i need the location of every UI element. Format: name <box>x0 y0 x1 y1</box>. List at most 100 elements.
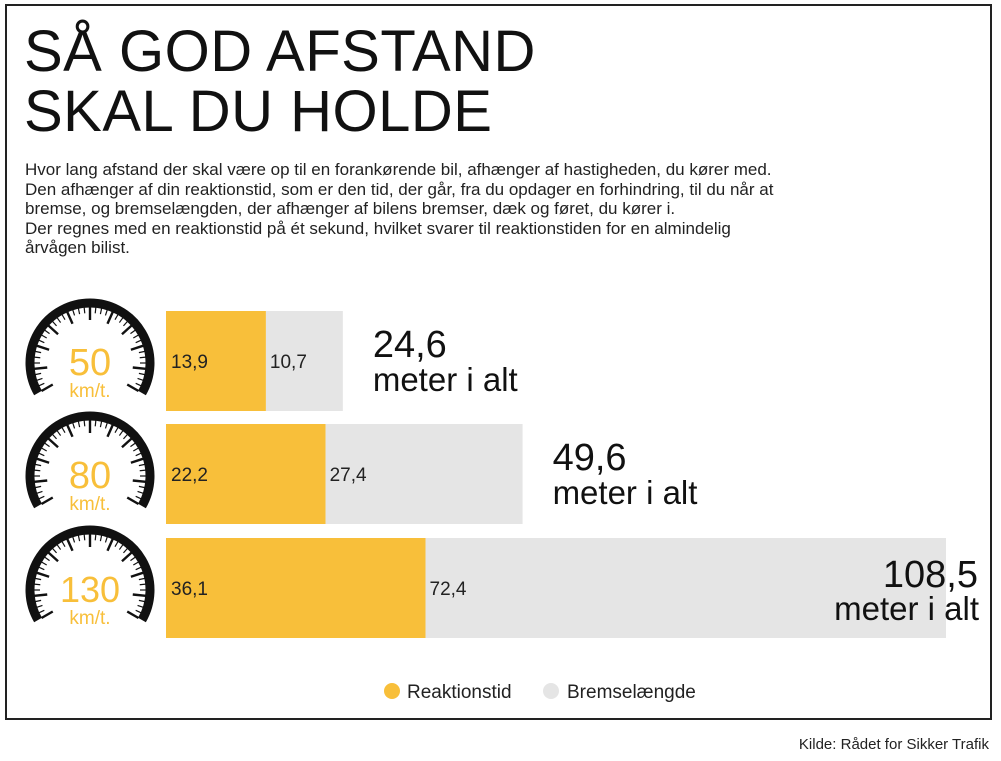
gauge-tick <box>36 571 50 578</box>
gauge-tick <box>40 496 54 506</box>
gauge-tick <box>40 383 54 393</box>
gauge-tick <box>132 479 146 484</box>
value-label-bremselaengde: 72,4 <box>430 579 467 600</box>
total-suffix: meter i alt <box>834 590 979 627</box>
gauge-tick <box>104 536 108 543</box>
gauge-tick <box>135 452 142 457</box>
bar-reaktionstid <box>166 424 326 524</box>
gauge-tick <box>72 309 76 316</box>
title-line-1: SÅ GOD AFSTAND <box>24 19 536 84</box>
gauge-tick <box>41 334 47 339</box>
value-label-bremselaengde: 27,4 <box>330 465 367 486</box>
bar-reaktionstid <box>166 538 426 638</box>
gauge-tick <box>66 424 74 438</box>
gauge-tick <box>52 547 57 554</box>
gauge-tick <box>126 383 140 393</box>
gauge-tick <box>133 334 139 339</box>
gauge-tick <box>139 469 146 472</box>
gauge-tick <box>38 382 45 387</box>
gauge-tick <box>38 495 45 500</box>
gauge-tick <box>137 377 144 381</box>
gauge-tick <box>104 309 108 316</box>
gauge-tick <box>36 377 43 381</box>
gauge-tick <box>56 430 62 436</box>
bar-bremselaengde <box>425 538 946 638</box>
gauge-arc <box>25 411 155 509</box>
gauge-tick <box>94 534 97 541</box>
total-value: 24,6 <box>373 324 447 366</box>
total-suffix: meter i alt <box>373 361 518 398</box>
gauge-tick <box>135 609 142 614</box>
gauge-tick <box>83 307 86 314</box>
gauge-tick <box>52 433 57 440</box>
gauge-tick <box>47 324 59 336</box>
gauge-tick <box>133 447 139 452</box>
gauge-tick <box>94 307 97 314</box>
legend-label-bremselaengde: Bremselængde <box>567 682 696 703</box>
gauge-tick <box>38 452 45 457</box>
gauge-tick <box>66 538 74 552</box>
legend-marker-bremselaengde <box>543 683 559 699</box>
gauge-tick <box>121 551 133 563</box>
intro-line: Der regnes med en reaktionstid på ét sek… <box>25 218 731 238</box>
legend-label-reaktionstid: Reaktionstid <box>407 682 512 703</box>
gauge-tick <box>137 604 144 608</box>
gauge-tick <box>38 339 45 344</box>
gauge-tick <box>132 366 146 371</box>
intro-line: Den afhænger af din reaktionstid, som er… <box>25 179 774 199</box>
gauge-tick <box>130 457 144 464</box>
gauge-tick <box>56 544 62 550</box>
gauge-tick <box>114 427 119 433</box>
gauge-tick <box>35 463 42 467</box>
title-line-2: SKAL DU HOLDE <box>24 79 493 144</box>
gauge-tick <box>135 339 142 344</box>
gauge-tick <box>44 442 50 448</box>
gauge-tick <box>130 329 136 335</box>
value-label-reaktionstid: 36,1 <box>171 579 208 600</box>
gauge-tick <box>106 311 114 325</box>
speed-unit-1: km/t. <box>69 494 110 515</box>
gauge-tick <box>47 551 59 563</box>
gauge-tick <box>34 583 41 586</box>
gauge-tick <box>66 311 74 325</box>
gauge-tick <box>52 320 57 327</box>
gauge-arc <box>25 298 155 396</box>
gauge-tick <box>72 536 76 543</box>
gauge-tick <box>135 382 142 387</box>
gauge-tick <box>61 427 66 433</box>
gauge-tick <box>47 437 59 449</box>
gauge-tick <box>130 344 144 351</box>
gauge-tick <box>114 314 119 320</box>
speed-unit-0: km/t. <box>69 381 110 402</box>
gauge-tick <box>99 308 103 315</box>
value-label-reaktionstid: 22,2 <box>171 465 208 486</box>
gauge-tick <box>34 366 48 371</box>
value-label-bremselaengde: 10,7 <box>270 352 307 373</box>
gauge-tick <box>123 547 128 554</box>
bar-reaktionstid <box>166 311 266 411</box>
gauge-tick <box>34 593 48 598</box>
gauge-tick <box>118 430 124 436</box>
gauge-tick <box>138 350 145 354</box>
speed-value-2: 130 <box>60 569 120 610</box>
gauge-tick <box>77 421 81 428</box>
chart-title: SÅ GOD AFSTAND SKAL DU HOLDE <box>24 22 536 142</box>
gauge-tick <box>36 457 50 464</box>
gauge-tick <box>130 556 136 562</box>
intro-text: Hvor lang afstand der skal være op til e… <box>25 160 975 258</box>
gauge-tick <box>99 535 103 542</box>
legend-marker-reaktionstid <box>384 683 400 699</box>
gauge-tick <box>36 344 50 351</box>
gauge-tick <box>123 433 128 440</box>
gauge-tick <box>99 421 103 428</box>
gauge-tick <box>138 599 145 603</box>
gauge-tick <box>121 437 133 449</box>
gauge-tick <box>138 577 145 581</box>
intro-line: Hvor lang afstand der skal være op til e… <box>25 160 772 179</box>
gauge-tick <box>139 583 146 586</box>
gauge-tick <box>77 308 81 315</box>
gauge-arc <box>25 525 155 623</box>
gauge-tick <box>34 356 41 359</box>
